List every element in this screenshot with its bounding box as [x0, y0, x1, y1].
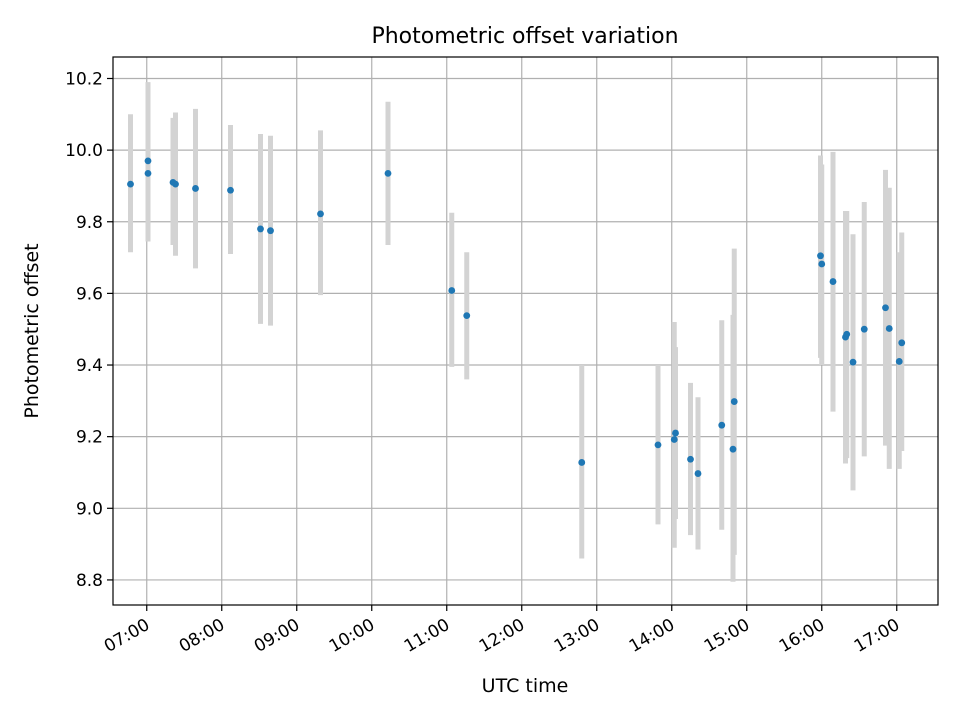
data-point [127, 180, 134, 188]
data-point [729, 445, 737, 453]
data-point [267, 227, 274, 235]
y-gridlines [113, 77, 938, 581]
data-point [895, 358, 903, 365]
data-point [694, 470, 702, 477]
data-point [849, 358, 857, 366]
chart-title: Photometric offset variation [371, 24, 678, 49]
data-point [144, 170, 152, 177]
data-point [730, 398, 738, 405]
data-point [317, 210, 324, 218]
data-point [257, 225, 264, 233]
data-point [384, 170, 392, 177]
data-point [885, 325, 893, 332]
data-point [227, 186, 234, 194]
y-tick-label: 9.6 [76, 284, 103, 304]
plot-frame [112, 56, 939, 606]
y-tick-label: 9.0 [76, 499, 103, 519]
data-point [192, 185, 199, 192]
y-tick-label: 9.2 [76, 428, 103, 448]
data-point [687, 455, 694, 463]
y-tick-label: 8.8 [76, 571, 103, 591]
data-point [672, 429, 679, 437]
y-axis-label: Photometric offset [21, 243, 43, 418]
data-point [817, 252, 824, 260]
y-tick-label: 10.0 [65, 141, 103, 161]
data-point [818, 260, 826, 268]
y-tick-label: 9.8 [76, 213, 103, 233]
y-axis: 8.8 9.0 9.2 9.4 9.6 9.8 10.0 10.2 [65, 69, 113, 591]
y-tick-label: 10.2 [65, 69, 103, 89]
data-point [829, 278, 837, 285]
y-tick-label: 9.4 [76, 356, 103, 376]
x-gridlines [146, 57, 898, 605]
data-point [860, 325, 868, 333]
data-point [843, 330, 851, 338]
data-point [898, 339, 906, 347]
data-point [882, 304, 889, 312]
data-point [578, 459, 586, 466]
data-point [654, 441, 662, 449]
x-axis-label: UTC time [482, 675, 569, 697]
data-point [172, 180, 179, 188]
data-point [448, 287, 456, 294]
data-point [463, 312, 471, 319]
data-point [670, 436, 678, 443]
data-point [144, 157, 152, 165]
data-point [718, 421, 726, 429]
data-points [127, 157, 906, 477]
